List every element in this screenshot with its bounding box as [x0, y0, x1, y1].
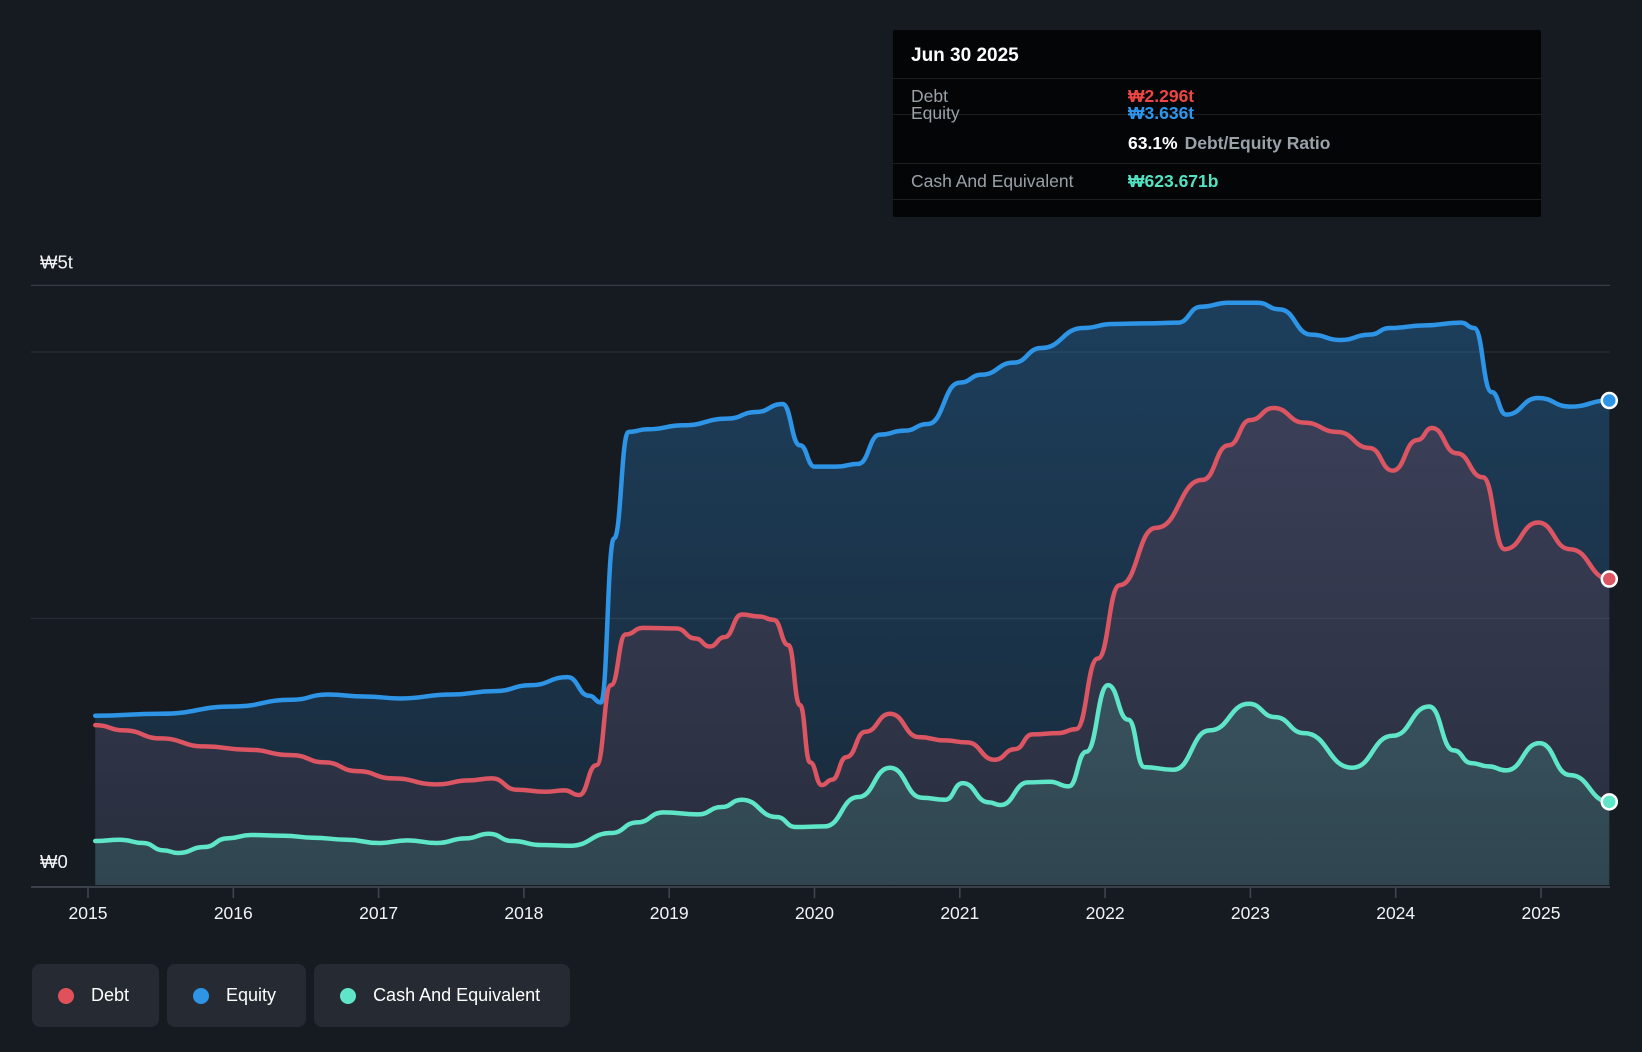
tooltip-ratio-value: 63.1% [1128, 133, 1178, 153]
chart-tooltip: Jun 30 2025 Debt ₩2.296t Equity ₩3.636t … [893, 30, 1541, 217]
debt-line [93, 405, 1612, 798]
tooltip-row-equity-real: Equity ₩3.636t [893, 96, 1541, 131]
legend-debt-label: Debt [91, 985, 130, 1005]
tooltip-bottom-padding [893, 199, 1541, 217]
equity-line [93, 300, 1612, 719]
cash-endpoint-dot [1600, 793, 1619, 811]
tooltip-ratio-label: Debt/Equity Ratio [1184, 133, 1331, 153]
legend-equity-label: Equity [226, 985, 277, 1005]
tooltip-row-ratio: 63.1% Debt/Equity Ratio [893, 131, 1541, 163]
x-axis-year-label: 2022 [1086, 903, 1125, 923]
debt-endpoint-dot [1600, 570, 1619, 588]
x-axis-year-label: 2018 [504, 903, 543, 923]
tooltip-debt-label: Debt [911, 86, 948, 106]
cash-area [95, 685, 1610, 885]
x-axis-year-label: 2016 [214, 903, 253, 923]
legend-chip-debt[interactable]: Debt [32, 964, 160, 1027]
cash-color-dot-icon [340, 987, 357, 1004]
equity-color-dot-icon [193, 987, 210, 1004]
x-axis-year-label: 2024 [1376, 903, 1415, 923]
legend-chip-equity[interactable]: Equity [167, 964, 307, 1027]
tooltip-row-equity [893, 114, 1541, 129]
tooltip-row-cash: Cash And Equivalent ₩623.671b [893, 163, 1541, 199]
tooltip-cash-value: ₩623.671b [1128, 171, 1219, 191]
x-axis-year-label: 2019 [650, 903, 689, 923]
tooltip-date: Jun 30 2025 [911, 45, 1019, 66]
x-axis-year-label: 2021 [940, 903, 979, 923]
equity-endpoint-dot [1600, 391, 1619, 410]
legend-chip-cash[interactable]: Cash And Equivalent [314, 964, 571, 1027]
tooltip-equity-value: ₩3.636t [1128, 103, 1195, 123]
tooltip-row-debt: Debt ₩2.296t [893, 78, 1541, 114]
y-axis-label: ₩0 [40, 851, 68, 872]
tooltip-cash-label: Cash And Equivalent [911, 171, 1074, 191]
chart-legend: Debt Equity Cash And Equivalent [32, 964, 571, 1027]
tooltip-equity-label: Equity [911, 103, 960, 123]
debt-color-dot-icon [58, 987, 74, 1004]
cash-line [93, 682, 1612, 856]
x-axis-year-label: 2020 [795, 903, 834, 923]
tooltip-debt-value: ₩2.296t [1128, 86, 1195, 106]
x-axis-year-label: 2015 [69, 903, 108, 923]
y-axis-label: ₩5t [40, 251, 73, 272]
x-axis-year-label: 2025 [1522, 903, 1561, 923]
x-axis-year-label: 2017 [359, 903, 398, 923]
legend-cash-label: Cash And Equivalent [373, 985, 541, 1005]
x-axis-year-label: 2023 [1231, 903, 1270, 923]
